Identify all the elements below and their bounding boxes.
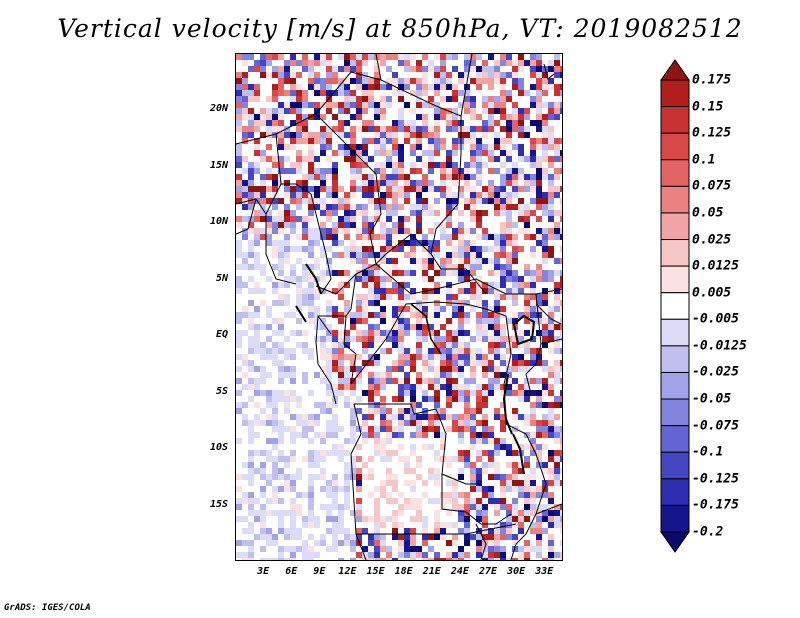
colorbar-label: 0.175: [692, 72, 732, 88]
colorbar-label: 0.1: [692, 152, 716, 168]
lon-tick-label: 27E: [478, 566, 498, 577]
colorbar-label: -0.075: [692, 418, 739, 434]
vertical-velocity-field: [236, 54, 562, 560]
lat-tick-label: 15N: [209, 159, 228, 171]
colorbar-bin: [660, 265, 690, 294]
colorbar-label: -0.005: [692, 311, 739, 327]
lat-tick-label: 20N: [209, 103, 228, 115]
lon-tick-label: 6E: [285, 566, 298, 577]
colorbar-bin: [660, 239, 690, 267]
colorbar-bin: [660, 185, 690, 214]
colorbar-min-triangle: [660, 531, 690, 553]
colorbar-bin: [660, 398, 690, 427]
lon-tick-label: 30E: [507, 566, 526, 577]
colorbar-bin: [660, 318, 690, 347]
colorbar-label: -0.175: [692, 497, 739, 513]
colorbar-label: 0.05: [692, 205, 724, 221]
colorbar-bin: [660, 212, 690, 241]
lat-tick-label: 15S: [209, 498, 228, 510]
lat-tick-label: 10N: [209, 216, 228, 228]
lon-tick-label: 18E: [394, 566, 413, 577]
colorbar-bin: [660, 371, 690, 400]
colorbar-bin: [660, 79, 690, 108]
colorbar-label: -0.125: [692, 471, 739, 487]
colorbar-bin: [660, 106, 690, 134]
lat-tick-label: EQ: [215, 329, 228, 341]
lon-tick-label: 21E: [422, 566, 441, 577]
colorbar-bin: [660, 451, 690, 480]
colorbar-label: 0.025: [692, 232, 732, 248]
lon-tick-label: 12E: [338, 566, 357, 577]
colorbar-label: 0.075: [692, 178, 732, 194]
colorbar-bin: [660, 478, 690, 506]
lon-tick-label: 15E: [366, 566, 385, 577]
lat-tick-label: 5S: [215, 385, 228, 397]
colorbar-label: -0.0125: [692, 338, 747, 354]
lon-tick-label: 3E: [257, 566, 270, 577]
lat-tick-label: 5N: [215, 272, 228, 284]
colorbar-label: 0.005: [692, 285, 732, 301]
colorbar-label: -0.2: [692, 524, 724, 540]
colorbar: [660, 59, 690, 553]
colorbar-label: -0.1: [692, 444, 724, 460]
grads-credit: GrADS: IGES/COLA: [4, 603, 91, 613]
colorbar-label: 0.15: [692, 99, 724, 115]
colorbar-label: 0.0125: [692, 258, 739, 274]
country-borders: [236, 54, 562, 560]
lon-tick-label: 33E: [535, 566, 554, 577]
colorbar-bin: [660, 292, 690, 320]
colorbar-label: 0.125: [692, 125, 732, 141]
colorbar-label: -0.05: [692, 391, 732, 407]
colorbar-bin: [660, 504, 690, 533]
colorbar-bin: [660, 132, 690, 161]
colorbar-bin: [660, 425, 690, 453]
colorbar-label: -0.025: [692, 364, 739, 380]
lat-tick-label: 10S: [209, 442, 228, 454]
colorbar-max-triangle: [660, 59, 690, 81]
colorbar-bin: [660, 159, 690, 187]
chart-title: Vertical velocity [m/s] at 850hPa, VT: 2…: [57, 14, 743, 43]
lon-tick-label: 9E: [313, 566, 326, 577]
map-panel: [235, 53, 563, 561]
lon-tick-label: 24E: [450, 566, 469, 577]
colorbar-bin: [660, 345, 690, 373]
